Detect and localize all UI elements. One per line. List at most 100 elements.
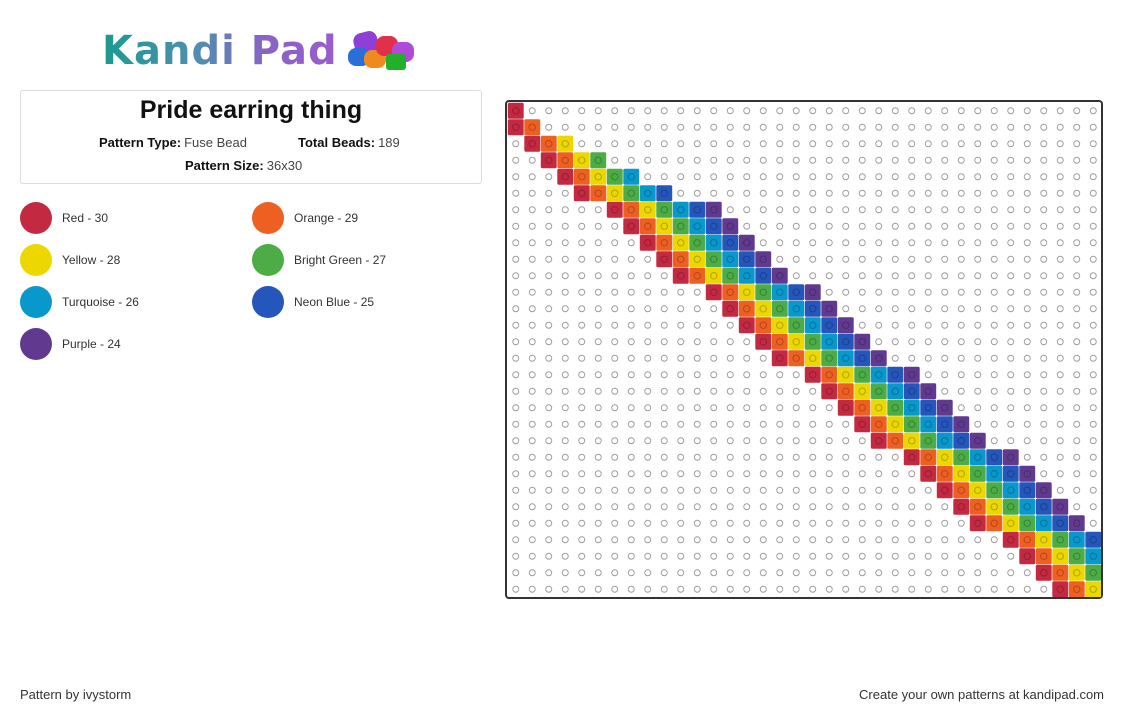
bead-hole bbox=[660, 238, 669, 247]
empty-peg bbox=[957, 272, 965, 280]
empty-peg bbox=[528, 536, 536, 544]
empty-peg bbox=[1040, 222, 1048, 230]
empty-peg bbox=[1089, 470, 1097, 478]
bead bbox=[903, 432, 920, 449]
empty-peg bbox=[710, 371, 718, 379]
empty-peg bbox=[578, 338, 586, 346]
empty-peg bbox=[512, 437, 520, 445]
empty-peg bbox=[1007, 338, 1015, 346]
empty-peg bbox=[759, 569, 767, 577]
empty-peg bbox=[726, 420, 734, 428]
empty-peg bbox=[677, 321, 685, 329]
bead-hole bbox=[1039, 568, 1048, 577]
empty-peg bbox=[561, 420, 569, 428]
empty-peg bbox=[545, 288, 553, 296]
empty-peg bbox=[611, 536, 619, 544]
bead-hole bbox=[643, 238, 652, 247]
empty-peg bbox=[660, 321, 668, 329]
pattern-title: Pride earring thing bbox=[139, 96, 363, 124]
bead bbox=[1002, 465, 1019, 482]
bead bbox=[722, 267, 739, 284]
bead bbox=[854, 399, 871, 416]
empty-peg bbox=[545, 437, 553, 445]
empty-peg bbox=[512, 486, 520, 494]
create-patterns-link[interactable]: Create your own patterns at kandipad.com bbox=[859, 687, 1104, 702]
kandi-pad-logo[interactable]: Kandi Pad bbox=[102, 26, 424, 76]
empty-peg bbox=[1056, 140, 1064, 148]
empty-peg bbox=[990, 437, 998, 445]
bead bbox=[755, 333, 772, 350]
empty-peg bbox=[1023, 107, 1031, 115]
empty-peg bbox=[1089, 354, 1097, 362]
empty-peg bbox=[677, 288, 685, 296]
empty-peg bbox=[1089, 503, 1097, 511]
bead-hole bbox=[610, 172, 619, 181]
empty-peg bbox=[561, 123, 569, 131]
empty-peg bbox=[776, 552, 784, 560]
empty-peg bbox=[759, 354, 767, 362]
bead bbox=[837, 383, 854, 400]
empty-peg bbox=[908, 519, 916, 527]
empty-peg bbox=[974, 206, 982, 214]
empty-peg bbox=[561, 305, 569, 313]
empty-peg bbox=[792, 371, 800, 379]
empty-peg bbox=[545, 585, 553, 593]
legend-label: Neon Blue - 25 bbox=[294, 295, 375, 309]
empty-peg bbox=[858, 288, 866, 296]
bead-hole bbox=[709, 271, 718, 280]
empty-peg bbox=[957, 222, 965, 230]
bead-hole bbox=[957, 469, 966, 478]
bead-hole bbox=[924, 387, 933, 396]
bead-hole bbox=[858, 420, 867, 429]
empty-peg bbox=[1007, 387, 1015, 395]
empty-peg bbox=[1007, 140, 1015, 148]
pattern-credit[interactable]: Pattern by ivystorm bbox=[20, 687, 132, 702]
bead-hole bbox=[660, 205, 669, 214]
empty-peg bbox=[809, 536, 817, 544]
empty-peg bbox=[561, 107, 569, 115]
empty-peg bbox=[528, 239, 536, 247]
bead-hole bbox=[627, 172, 636, 181]
empty-peg bbox=[578, 404, 586, 412]
bead-hole bbox=[924, 469, 933, 478]
bead bbox=[606, 185, 623, 202]
empty-peg bbox=[908, 486, 916, 494]
empty-peg bbox=[512, 585, 520, 593]
empty-peg bbox=[1089, 239, 1097, 247]
bead bbox=[656, 251, 673, 268]
empty-peg bbox=[957, 305, 965, 313]
empty-peg bbox=[627, 569, 635, 577]
empty-peg bbox=[545, 486, 553, 494]
bead bbox=[672, 201, 689, 218]
bead-hole bbox=[808, 337, 817, 346]
bead bbox=[672, 267, 689, 284]
bead-hole bbox=[808, 370, 817, 379]
bead bbox=[1002, 449, 1019, 466]
empty-peg bbox=[875, 156, 883, 164]
empty-peg bbox=[858, 107, 866, 115]
empty-peg bbox=[627, 470, 635, 478]
empty-peg bbox=[594, 239, 602, 247]
empty-peg bbox=[1056, 288, 1064, 296]
bead-hole bbox=[1089, 535, 1098, 544]
empty-peg bbox=[1089, 222, 1097, 230]
bead bbox=[705, 218, 722, 235]
empty-peg bbox=[941, 288, 949, 296]
bead-hole bbox=[759, 288, 768, 297]
empty-peg bbox=[957, 288, 965, 296]
empty-peg bbox=[759, 123, 767, 131]
bead-hole bbox=[907, 370, 916, 379]
empty-peg bbox=[693, 387, 701, 395]
color-swatch bbox=[20, 328, 52, 360]
empty-peg bbox=[941, 536, 949, 544]
empty-peg bbox=[710, 123, 718, 131]
empty-peg bbox=[809, 585, 817, 593]
empty-peg bbox=[644, 173, 652, 181]
empty-peg bbox=[528, 354, 536, 362]
empty-peg bbox=[578, 470, 586, 478]
empty-peg bbox=[1089, 519, 1097, 527]
empty-peg bbox=[908, 206, 916, 214]
empty-peg bbox=[908, 239, 916, 247]
empty-peg bbox=[1073, 321, 1081, 329]
empty-peg bbox=[875, 585, 883, 593]
